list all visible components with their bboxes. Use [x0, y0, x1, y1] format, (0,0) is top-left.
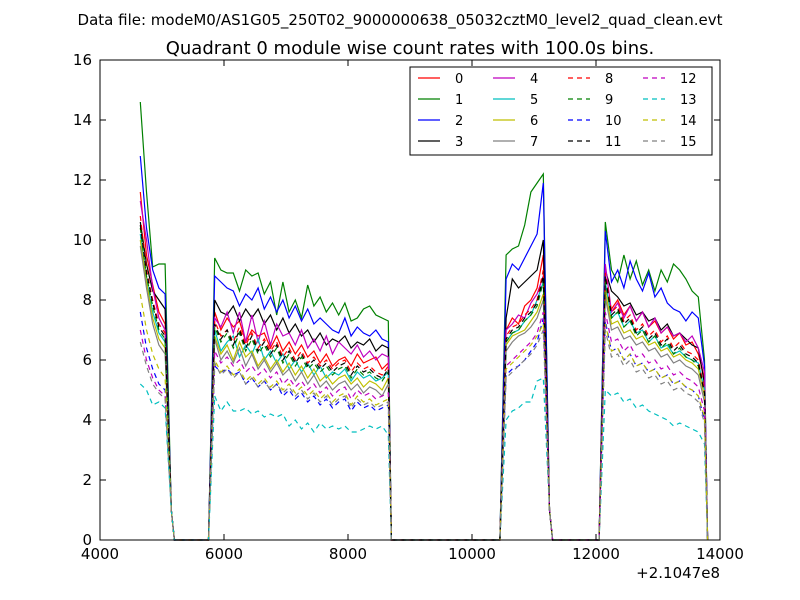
plot-frame: [99, 59, 721, 541]
series-line-3: [139, 221, 709, 541]
series-line-1: [139, 101, 709, 541]
y-tick-label: 12: [73, 171, 92, 189]
series-line-7: [139, 245, 709, 541]
x-tick-label: 6000: [205, 545, 243, 563]
x-tick-label: 14000: [696, 545, 744, 563]
series-line-0: [139, 191, 709, 541]
legend-label-15: 15: [680, 135, 697, 150]
x-tick-label: 4000: [81, 545, 119, 563]
series-line-14: [139, 293, 709, 541]
legend-label-4: 4: [530, 72, 538, 87]
series-line-9: [139, 227, 709, 541]
legend-label-2: 2: [455, 114, 463, 129]
legend-label-0: 0: [455, 72, 463, 87]
y-tick-label: 2: [82, 471, 92, 489]
chart-title: Quadrant 0 module wise count rates with …: [166, 38, 655, 59]
x-tick-label: 10000: [448, 545, 496, 563]
legend-label-10: 10: [605, 114, 622, 129]
series-line-15: [139, 329, 709, 541]
series-line-6: [139, 239, 709, 541]
x-offset-label: +2.1047e8: [636, 564, 720, 582]
legend-label-5: 5: [530, 93, 538, 108]
legend-label-11: 11: [605, 135, 622, 150]
legend-label-3: 3: [455, 135, 463, 150]
chart-suptitle: Data file: modeM0/AS1G05_250T02_90000006…: [78, 11, 723, 30]
y-tick-label: 14: [73, 111, 92, 129]
legend-label-14: 14: [680, 114, 697, 129]
series-line-13: [139, 377, 709, 541]
series-line-2: [139, 155, 709, 541]
x-tick-label: 12000: [572, 545, 620, 563]
legend-label-8: 8: [605, 72, 613, 87]
y-tick-label: 16: [73, 51, 92, 69]
series-line-4: [139, 200, 709, 541]
y-tick-label: 0: [82, 531, 92, 549]
legend-label-6: 6: [530, 114, 538, 129]
series-line-8: [139, 215, 709, 541]
legend-label-13: 13: [680, 93, 697, 108]
series-line-12: [139, 311, 709, 541]
y-tick-label: 10: [73, 231, 92, 249]
y-tick-label: 6: [82, 351, 92, 369]
legend-label-12: 12: [680, 72, 697, 87]
series-line-11: [139, 224, 709, 541]
legend-label-7: 7: [530, 135, 538, 150]
series-layer: [139, 101, 709, 541]
x-tick-label: 8000: [329, 545, 367, 563]
legend-label-9: 9: [605, 93, 613, 108]
y-tick-label: 8: [82, 291, 92, 309]
legend-box: [409, 66, 713, 156]
series-line-5: [139, 233, 709, 541]
y-tick-label: 4: [82, 411, 92, 429]
series-line-10: [139, 311, 709, 541]
legend-label-1: 1: [455, 93, 463, 108]
